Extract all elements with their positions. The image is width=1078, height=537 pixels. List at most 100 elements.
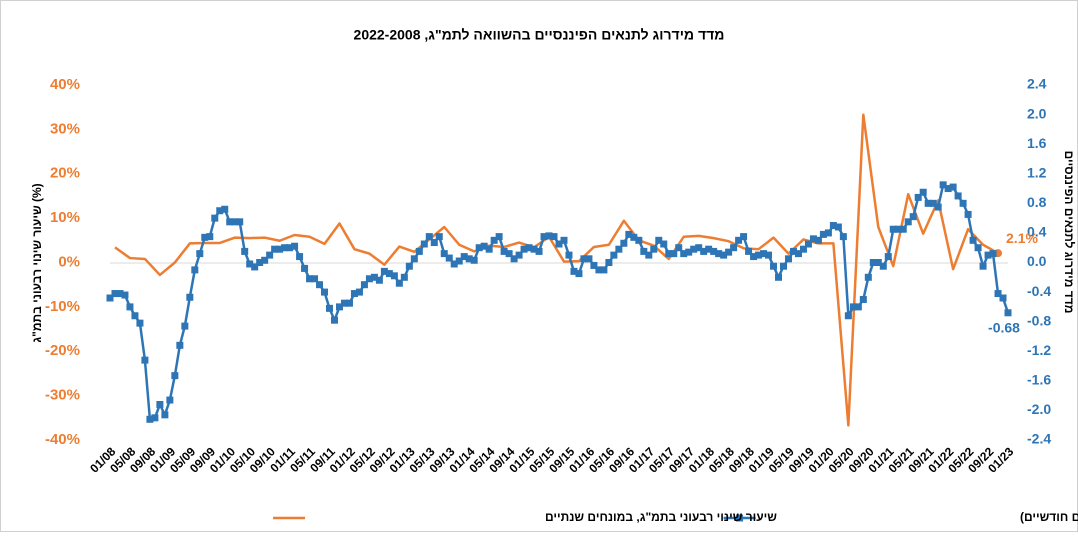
legend-swatch — [736, 514, 744, 522]
point-marker — [630, 233, 638, 241]
point-marker — [954, 192, 962, 200]
point-marker — [839, 233, 847, 241]
y-tick-label: 30% — [50, 120, 80, 137]
point-marker — [740, 233, 748, 241]
point-marker — [969, 236, 977, 244]
point-marker — [365, 275, 373, 283]
point-marker — [585, 255, 593, 263]
y2-tick-label: -0.4 — [1027, 283, 1051, 299]
point-marker — [321, 288, 329, 296]
point-marker — [166, 396, 174, 404]
point-marker — [844, 312, 852, 320]
point-marker — [730, 244, 738, 252]
legend-label: מדד מידרוג לתנאים הפיננסיים (נתונים חודש… — [1020, 510, 1078, 524]
point-marker — [570, 267, 578, 275]
y2-tick-label: -2.4 — [1027, 431, 1051, 447]
y-tick-label: -20% — [45, 342, 80, 359]
point-marker — [316, 281, 324, 289]
y-axis-title: שיעור שינוי רבעוני בתמ"ג (%) — [30, 183, 44, 342]
point-marker — [500, 247, 508, 255]
point-marker — [106, 294, 114, 302]
point-marker — [750, 253, 758, 261]
point-marker — [345, 299, 353, 307]
point-marker — [675, 244, 683, 252]
point-marker — [505, 250, 513, 258]
point-marker — [395, 279, 403, 287]
point-marker — [715, 250, 723, 258]
y-tick-label: 20% — [50, 165, 80, 182]
point-marker — [161, 411, 169, 419]
point-marker — [460, 253, 468, 261]
point-marker — [425, 233, 433, 241]
point-marker — [455, 257, 463, 265]
point-marker — [934, 203, 942, 211]
point-marker — [256, 259, 264, 266]
point-marker — [819, 230, 827, 238]
point-marker — [380, 267, 388, 275]
point-marker — [470, 256, 478, 264]
point-marker — [196, 250, 204, 258]
point-marker — [859, 295, 867, 303]
point-marker — [211, 214, 219, 222]
y2-tick-label: 0.0 — [1027, 253, 1047, 269]
point-marker — [335, 303, 343, 311]
y2-tick-label: 0.8 — [1027, 194, 1047, 210]
point-marker — [281, 244, 289, 252]
point-marker — [914, 193, 922, 201]
point-marker — [216, 207, 224, 215]
point-marker — [306, 275, 314, 283]
y-tick-label: -40% — [45, 431, 80, 448]
point-marker — [784, 255, 792, 263]
point-marker — [964, 210, 972, 218]
point-marker — [705, 245, 713, 253]
point-marker — [645, 251, 653, 259]
point-marker — [999, 294, 1007, 302]
point-marker — [909, 213, 917, 221]
point-marker — [510, 255, 518, 263]
point-marker — [770, 262, 778, 270]
point-marker — [236, 218, 244, 226]
point-marker — [680, 250, 688, 258]
y2-tick-label: 1.6 — [1027, 135, 1047, 151]
point-marker — [186, 293, 194, 301]
point-marker — [979, 262, 987, 270]
point-marker — [445, 254, 453, 262]
point-marker — [111, 290, 119, 298]
point-marker — [580, 255, 588, 263]
series-line — [114, 113, 999, 427]
point-marker — [276, 245, 284, 253]
point-marker — [520, 245, 528, 253]
point-marker — [959, 199, 967, 207]
point-marker — [565, 251, 573, 259]
point-marker — [814, 236, 822, 244]
point-marker — [939, 181, 947, 189]
point-marker — [834, 223, 842, 231]
point-marker — [206, 233, 214, 241]
point-marker — [650, 245, 658, 253]
point-marker — [794, 250, 802, 258]
y-tick-label: -10% — [45, 298, 80, 315]
point-marker — [745, 247, 753, 255]
point-marker — [121, 291, 129, 299]
point-marker — [949, 183, 957, 191]
legend-label: שיעור שינוי רבעוני בתמ"ג, במונחים שנתיים — [545, 510, 777, 524]
point-marker — [435, 233, 443, 241]
point-marker — [685, 248, 693, 256]
point-marker — [575, 270, 583, 278]
point-marker — [171, 372, 179, 380]
point-marker — [515, 251, 523, 259]
point-marker — [884, 253, 892, 261]
legend-item: מדד מידרוג לתנאים הפיננסיים (נתונים חודש… — [723, 510, 1078, 524]
point-marker — [864, 273, 872, 281]
point-marker — [246, 260, 254, 268]
point-marker — [615, 245, 623, 253]
point-marker — [944, 185, 952, 193]
point-marker — [640, 247, 648, 255]
point-marker — [829, 222, 837, 230]
point-marker — [610, 251, 618, 259]
legend-item: שיעור שינוי רבעוני בתמ"ג, במונחים שנתיים — [273, 510, 777, 524]
point-marker — [375, 276, 383, 284]
point-marker — [695, 244, 703, 252]
point-marker — [370, 273, 378, 281]
